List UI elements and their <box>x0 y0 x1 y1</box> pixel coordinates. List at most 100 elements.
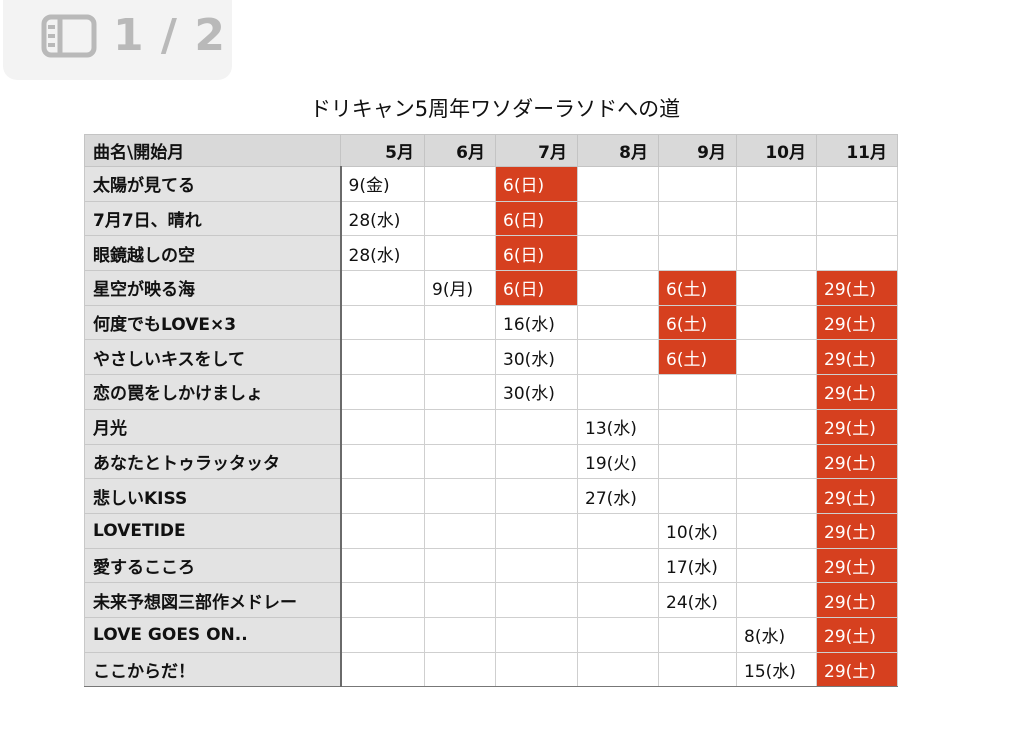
date-cell <box>816 235 898 272</box>
date-cell <box>340 339 425 376</box>
date-cell <box>577 374 659 410</box>
song-title: ここからだ！ <box>84 651 342 688</box>
date-cell <box>736 166 817 202</box>
date-cell-highlighted: 6(日) <box>495 270 578 306</box>
table-row: 月光 13(水) 29(土) <box>84 408 898 445</box>
page-counter-badge[interactable]: 1 / 2 <box>3 0 232 80</box>
date-cell-highlighted: 6(日) <box>495 166 578 202</box>
date-cell <box>340 616 425 653</box>
date-cell <box>658 443 737 480</box>
month-header: 8月 <box>577 134 659 167</box>
sidebar-icon[interactable] <box>41 14 97 58</box>
date-cell-highlighted: 6(日) <box>495 200 578 237</box>
page-counter: 1 / 2 <box>113 10 226 61</box>
date-cell <box>577 512 659 549</box>
date-cell <box>577 270 659 306</box>
date-cell-highlighted: 6(土) <box>658 339 737 376</box>
date-cell: 27(水) <box>577 478 659 514</box>
date-cell <box>340 651 425 688</box>
date-cell <box>736 408 817 445</box>
date-cell: 30(水) <box>495 339 578 376</box>
date-cell <box>340 582 425 618</box>
date-cell <box>658 408 737 445</box>
song-title: 月光 <box>84 408 342 445</box>
date-cell: 16(水) <box>495 304 578 341</box>
date-cell <box>424 582 496 618</box>
date-cell-highlighted: 6(土) <box>658 270 737 306</box>
header-row: 曲名\開始月 5月 6月 7月 8月 9月 10月 11月 <box>84 134 898 167</box>
date-cell <box>736 270 817 306</box>
date-cell: 28(水) <box>340 200 425 237</box>
date-cell-highlighted: 29(土) <box>816 512 898 549</box>
date-cell-highlighted: 29(土) <box>816 478 898 514</box>
date-cell <box>736 235 817 272</box>
date-cell: 9(金) <box>340 166 425 202</box>
date-cell <box>736 478 817 514</box>
date-cell <box>577 200 659 237</box>
date-cell <box>577 304 659 341</box>
date-cell <box>736 339 817 376</box>
date-cell: 17(水) <box>658 547 737 584</box>
date-cell-highlighted: 29(土) <box>816 339 898 376</box>
song-title: 星空が映る海 <box>84 270 342 306</box>
song-title: 恋の罠をしかけましょ <box>84 374 342 410</box>
table-row: 悲しいKISS 27(水) 29(土) <box>84 478 898 514</box>
date-cell <box>340 443 425 480</box>
table-row: やさしいキスをして 30(水) 6(土) 29(土) <box>84 339 898 376</box>
date-cell-highlighted: 29(土) <box>816 651 898 688</box>
date-cell <box>495 512 578 549</box>
date-cell <box>736 443 817 480</box>
date-cell <box>340 304 425 341</box>
corner-header: 曲名\開始月 <box>84 134 341 167</box>
date-cell <box>424 547 496 584</box>
date-cell <box>495 408 578 445</box>
date-cell <box>424 478 496 514</box>
date-cell <box>424 616 496 653</box>
date-cell: 28(水) <box>340 235 425 272</box>
table-row: ここからだ！ 15(水) 29(土) <box>84 651 898 688</box>
date-cell <box>736 547 817 584</box>
date-cell <box>424 443 496 480</box>
month-header: 5月 <box>340 134 425 167</box>
date-cell: 15(水) <box>736 651 817 688</box>
date-cell <box>424 235 496 272</box>
date-cell <box>424 304 496 341</box>
document-title: ドリキャン5周年ワソダーラソドへの道 <box>309 97 681 121</box>
date-cell <box>658 478 737 514</box>
date-cell <box>816 166 898 202</box>
date-cell-highlighted: 29(土) <box>816 270 898 306</box>
date-cell <box>495 478 578 514</box>
date-cell <box>340 547 425 584</box>
date-cell <box>424 651 496 688</box>
date-cell <box>577 339 659 376</box>
date-cell <box>424 200 496 237</box>
date-cell: 30(水) <box>495 374 578 410</box>
date-cell <box>495 443 578 480</box>
date-cell <box>495 582 578 618</box>
song-title: LOVE GOES ON.. <box>84 616 342 653</box>
date-cell: 19(火) <box>577 443 659 480</box>
song-title: 悲しいKISS <box>84 478 342 514</box>
song-title: 7月7日、晴れ <box>84 200 342 237</box>
schedule-table: 曲名\開始月 5月 6月 7月 8月 9月 10月 11月 太陽が見てる 9(金)… <box>84 134 898 688</box>
date-cell-highlighted: 29(土) <box>816 616 898 653</box>
date-cell <box>424 339 496 376</box>
song-title: 未来予想図三部作メドレー <box>84 582 342 618</box>
month-header: 9月 <box>658 134 737 167</box>
date-cell-highlighted: 29(土) <box>816 408 898 445</box>
date-cell: 24(水) <box>658 582 737 618</box>
table-row: 恋の罠をしかけましょ 30(水) 29(土) <box>84 374 898 410</box>
date-cell: 13(水) <box>577 408 659 445</box>
date-cell-highlighted: 29(土) <box>816 304 898 341</box>
month-header: 7月 <box>495 134 578 167</box>
month-header: 10月 <box>736 134 817 167</box>
date-cell <box>736 374 817 410</box>
date-cell <box>495 651 578 688</box>
date-cell <box>340 408 425 445</box>
date-cell-highlighted: 6(日) <box>495 235 578 272</box>
date-cell-highlighted: 29(土) <box>816 374 898 410</box>
month-header: 6月 <box>424 134 496 167</box>
date-cell: 10(水) <box>658 512 737 549</box>
date-cell <box>340 374 425 410</box>
date-cell <box>577 651 659 688</box>
